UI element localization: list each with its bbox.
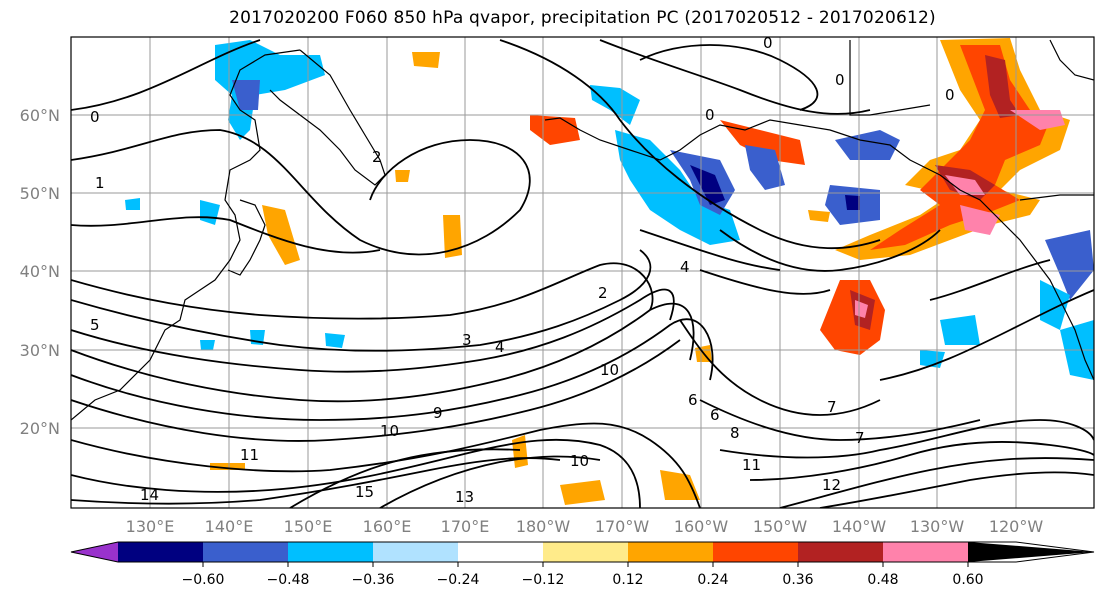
contour-label: 4 xyxy=(495,338,505,356)
contour-label: 15 xyxy=(355,483,374,501)
colorbar-tick-label: 0.24 xyxy=(697,572,728,588)
lon-label: 120°W xyxy=(989,517,1044,536)
coastlines xyxy=(71,39,1094,421)
colorbar: −0.60 −0.48 −0.36 −0.24 −0.12 0.12 0.24 … xyxy=(70,541,1095,588)
contour-labels: 0 0 0 0 0 1 2 2 3 4 4 5 6 6 7 7 8 9 10 1… xyxy=(90,34,955,506)
contour-label: 9 xyxy=(433,404,443,422)
lon-label: 130°W xyxy=(910,517,965,536)
colorbar-segment xyxy=(203,542,288,562)
contour-label: 4 xyxy=(680,258,690,276)
contour-label: 13 xyxy=(455,488,474,506)
contour-label: 0 xyxy=(90,108,100,126)
map-title: 2017020200 F060 850 hPa qvapor, precipit… xyxy=(229,8,936,28)
colorbar-segment xyxy=(798,542,883,562)
colorbar-tick-label: 0.48 xyxy=(867,572,898,588)
contour-label: 11 xyxy=(742,456,761,474)
lon-label: 170°E xyxy=(441,517,490,536)
lon-label: 170°W xyxy=(595,517,650,536)
contour-label: 6 xyxy=(688,391,698,409)
contour-label: 2 xyxy=(372,148,382,166)
colorbar-tick-label: 0.60 xyxy=(952,572,983,588)
contour-label: 0 xyxy=(763,34,773,52)
lon-label: 160°W xyxy=(674,517,729,536)
colorbar-segment xyxy=(543,542,628,562)
colorbar-min-extend xyxy=(71,542,118,562)
contour-label: 0 xyxy=(835,71,845,89)
contour-label: 8 xyxy=(730,424,740,442)
contour-label: 0 xyxy=(945,86,955,104)
qvapor-contours xyxy=(71,39,1094,508)
contour-label: 3 xyxy=(462,331,472,349)
contour-label: 11 xyxy=(240,446,259,464)
lon-label: 140°E xyxy=(205,517,254,536)
lon-label: 140°W xyxy=(832,517,887,536)
contour-label: 1 xyxy=(95,174,105,192)
lat-label: 60°N xyxy=(20,106,60,125)
contour-label: 5 xyxy=(90,316,100,334)
colorbar-tick-label: −0.36 xyxy=(352,572,395,588)
colorbar-segment xyxy=(288,542,373,562)
contour-label: 2 xyxy=(598,284,608,302)
colorbar-max-extend xyxy=(968,542,1094,562)
precip-shading xyxy=(125,38,1094,505)
lat-label: 40°N xyxy=(20,262,60,281)
contour-label: 7 xyxy=(827,398,837,416)
contour-label: 12 xyxy=(822,476,841,494)
colorbar-segment xyxy=(373,542,458,562)
colorbar-segment xyxy=(713,542,798,562)
contour-label: 7 xyxy=(855,429,865,447)
contour-label: 0 xyxy=(705,106,715,124)
lat-label: 30°N xyxy=(20,341,60,360)
colorbar-tick-label: −0.24 xyxy=(437,572,480,588)
lon-label: 150°E xyxy=(284,517,333,536)
contour-label: 10 xyxy=(600,361,619,379)
colorbar-segment xyxy=(458,542,543,562)
colorbar-tick-label: 0.36 xyxy=(782,572,813,588)
lat-label: 20°N xyxy=(20,419,60,438)
lon-label: 150°W xyxy=(753,517,808,536)
latitude-labels: 60°N 50°N 40°N 30°N 20°N xyxy=(20,106,60,438)
colorbar-segment xyxy=(118,542,203,562)
lon-label: 130°E xyxy=(126,517,175,536)
colorbar-segment xyxy=(883,542,968,562)
contour-label: 6 xyxy=(710,406,720,424)
contour-label: 10 xyxy=(380,422,399,440)
colorbar-tick-label: −0.48 xyxy=(267,572,310,588)
contour-label: 10 xyxy=(570,452,589,470)
lon-label: 160°E xyxy=(363,517,412,536)
map-content xyxy=(71,37,1094,508)
longitude-labels: 130°E 140°E 150°E 160°E 170°E 180°W 170°… xyxy=(126,517,1044,536)
contour-label: 14 xyxy=(140,486,159,504)
lon-label: 180°W xyxy=(516,517,571,536)
map-frame xyxy=(70,36,1095,509)
colorbar-tick-label: −0.12 xyxy=(522,572,565,588)
colorbar-tick-label: −0.60 xyxy=(182,572,225,588)
lat-label: 50°N xyxy=(20,184,60,203)
colorbar-tick-label: 0.12 xyxy=(612,572,643,588)
colorbar-segment xyxy=(628,542,713,562)
